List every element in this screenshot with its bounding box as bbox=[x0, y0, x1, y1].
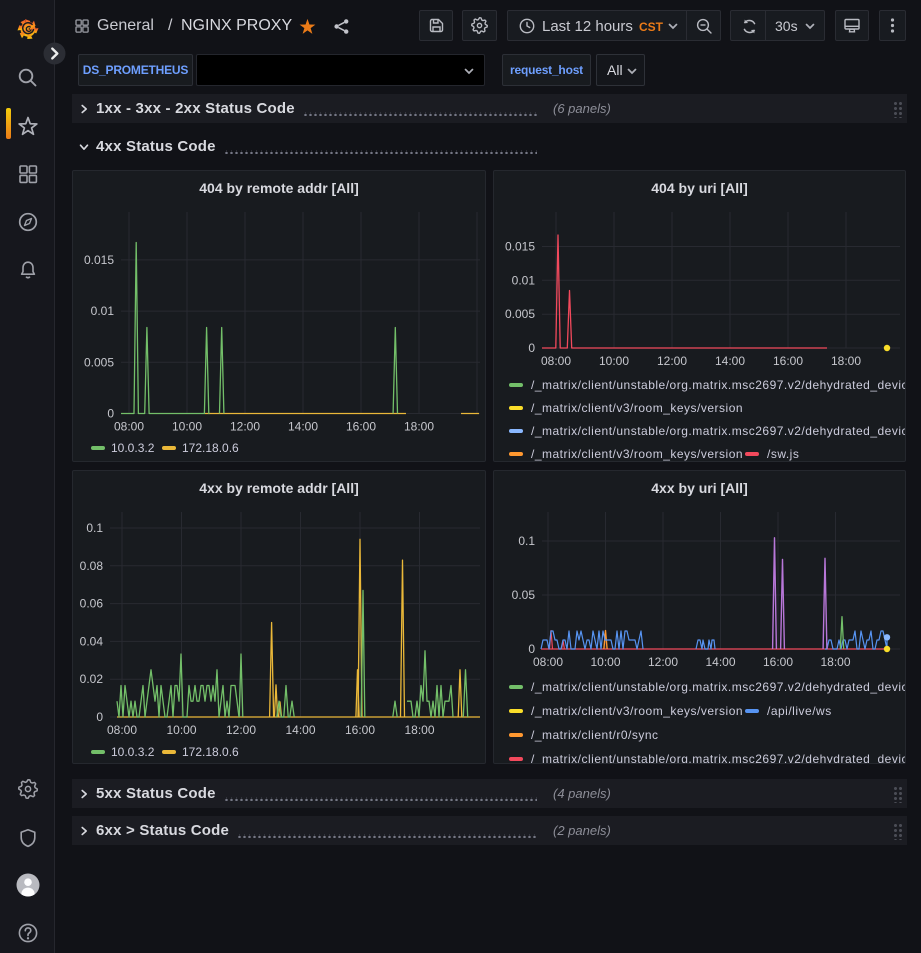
svg-text:10.0.3.2: 10.0.3.2 bbox=[111, 745, 155, 759]
svg-text:0.015: 0.015 bbox=[84, 253, 114, 267]
svg-text:/api/live/ws: /api/live/ws bbox=[767, 704, 832, 718]
svg-text:0.005: 0.005 bbox=[505, 307, 535, 321]
svg-text:12:00: 12:00 bbox=[657, 354, 687, 368]
svg-text:14:00: 14:00 bbox=[705, 655, 735, 669]
svg-text:/_matrix/client/v3/room_keys/v: /_matrix/client/v3/room_keys/version bbox=[531, 447, 743, 461]
svg-text:/_matrix/client/r0/sync: /_matrix/client/r0/sync bbox=[531, 728, 659, 742]
svg-text:0.015: 0.015 bbox=[505, 240, 535, 254]
svg-text:/_matrix/client/unstable/org.m: /_matrix/client/unstable/org.matrix.msc2… bbox=[531, 680, 906, 694]
svg-text:/_matrix/client/unstable/org.m: /_matrix/client/unstable/org.matrix.msc2… bbox=[531, 424, 906, 438]
svg-text:10:00: 10:00 bbox=[599, 354, 629, 368]
svg-text:14:00: 14:00 bbox=[715, 354, 745, 368]
svg-text:0: 0 bbox=[96, 710, 103, 724]
svg-text:18:00: 18:00 bbox=[404, 420, 434, 434]
svg-text:/_matrix/client/unstable/org.m: /_matrix/client/unstable/org.matrix.msc2… bbox=[531, 752, 906, 764]
svg-text:08:00: 08:00 bbox=[541, 354, 571, 368]
svg-text:0.005: 0.005 bbox=[84, 355, 114, 369]
svg-text:08:00: 08:00 bbox=[107, 723, 137, 737]
svg-text:16:00: 16:00 bbox=[773, 354, 803, 368]
svg-text:12:00: 12:00 bbox=[648, 655, 678, 669]
svg-text:172.18.0.6: 172.18.0.6 bbox=[182, 441, 239, 455]
svg-text:0.04: 0.04 bbox=[80, 634, 104, 648]
svg-text:0.05: 0.05 bbox=[512, 588, 536, 602]
svg-text:0.08: 0.08 bbox=[80, 559, 104, 573]
svg-text:/sw.js: /sw.js bbox=[767, 447, 799, 461]
svg-text:18:00: 18:00 bbox=[831, 354, 861, 368]
svg-text:0: 0 bbox=[528, 341, 535, 355]
svg-text:12:00: 12:00 bbox=[230, 420, 260, 434]
svg-text:16:00: 16:00 bbox=[763, 655, 793, 669]
svg-text:16:00: 16:00 bbox=[345, 723, 375, 737]
svg-text:12:00: 12:00 bbox=[226, 723, 256, 737]
svg-text:10:00: 10:00 bbox=[166, 723, 196, 737]
svg-text:14:00: 14:00 bbox=[285, 723, 315, 737]
svg-text:0: 0 bbox=[107, 407, 114, 421]
svg-text:0: 0 bbox=[528, 642, 535, 656]
svg-text:/_matrix/client/unstable/org.m: /_matrix/client/unstable/org.matrix.msc2… bbox=[531, 378, 906, 392]
svg-text:14:00: 14:00 bbox=[288, 420, 318, 434]
svg-text:172.18.0.6: 172.18.0.6 bbox=[182, 745, 239, 759]
svg-text:18:00: 18:00 bbox=[404, 723, 434, 737]
svg-text:0.1: 0.1 bbox=[86, 521, 103, 535]
svg-text:0.06: 0.06 bbox=[80, 597, 104, 611]
svg-text:0.01: 0.01 bbox=[91, 304, 115, 318]
svg-text:0.1: 0.1 bbox=[518, 534, 535, 548]
svg-text:08:00: 08:00 bbox=[114, 420, 144, 434]
svg-text:10.0.3.2: 10.0.3.2 bbox=[111, 441, 155, 455]
svg-text:08:00: 08:00 bbox=[533, 655, 563, 669]
svg-text:/_matrix/client/v3/room_keys/v: /_matrix/client/v3/room_keys/version bbox=[531, 704, 743, 718]
svg-text:0.01: 0.01 bbox=[512, 273, 536, 287]
svg-text:16:00: 16:00 bbox=[346, 420, 376, 434]
svg-text:18:00: 18:00 bbox=[820, 655, 850, 669]
svg-text:10:00: 10:00 bbox=[590, 655, 620, 669]
svg-text:/_matrix/client/v3/room_keys/v: /_matrix/client/v3/room_keys/version bbox=[531, 401, 743, 415]
svg-text:0.02: 0.02 bbox=[80, 672, 104, 686]
svg-text:10:00: 10:00 bbox=[172, 420, 202, 434]
